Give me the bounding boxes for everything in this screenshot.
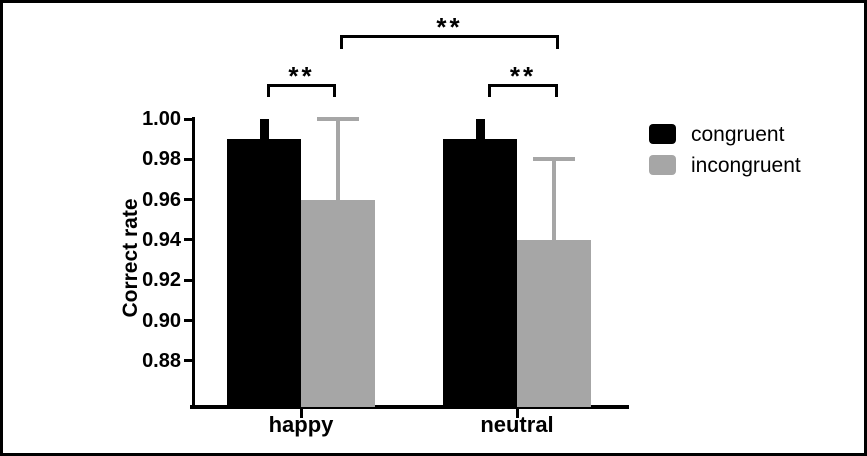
error-bar-cap-neutral-incongruent <box>533 157 575 162</box>
sig-bracket-arm-right <box>333 84 336 97</box>
x-axis-line <box>190 405 629 409</box>
error-bar-cap-happy-incongruent <box>317 117 359 121</box>
sig-bracket-arm-left <box>488 84 491 97</box>
sig-bracket-bar <box>488 84 558 87</box>
legend-item-congruent: congruent <box>649 122 801 146</box>
sig-bracket-arm-right <box>556 35 559 49</box>
bar-happy-congruent <box>227 139 301 407</box>
error-bar-neutral-incongruent <box>552 159 556 240</box>
y-axis-line <box>192 117 195 409</box>
y-tick-label: 0.90 <box>142 309 181 332</box>
error-bar-happy-incongruent <box>336 119 340 200</box>
y-tick-mark <box>184 319 192 322</box>
sig-stars: ** <box>288 61 315 91</box>
sig-bracket-bar <box>267 84 336 87</box>
legend-swatch-congruent <box>649 124 676 144</box>
y-tick-mark <box>184 157 192 161</box>
y-tick-mark <box>184 117 192 121</box>
y-tick-mark <box>184 238 192 242</box>
y-tick-label: 0.94 <box>142 228 181 251</box>
sig-bracket-arm-left <box>267 84 270 97</box>
legend-item-incongruent: incongruent <box>649 153 801 177</box>
legend-label-incongruent: incongruent <box>691 153 801 177</box>
y-tick-mark <box>184 198 192 202</box>
y-tick-label: 1.00 <box>142 108 181 130</box>
sig-stars: ** <box>436 12 463 42</box>
y-axis-title: Correct rate <box>119 198 142 318</box>
bar-neutral-congruent <box>443 139 517 407</box>
y-tick-label: 0.92 <box>142 269 181 292</box>
legend-swatch-incongruent <box>649 155 676 175</box>
sig-bracket-arm-left <box>340 35 343 49</box>
x-tick-mark <box>299 409 303 418</box>
y-tick-mark <box>184 359 192 363</box>
sig-stars: ** <box>509 61 537 91</box>
x-category-label: neutral <box>480 412 554 437</box>
sig-bracket-arm-right <box>555 84 558 97</box>
legend: congruent incongruent <box>649 124 801 186</box>
y-tick-label: 0.98 <box>142 148 181 171</box>
sig-bracket-bar <box>340 35 559 38</box>
y-tick-label: 0.88 <box>142 349 181 372</box>
legend-label-congruent: congruent <box>691 122 785 146</box>
bar-neutral-incongruent <box>517 239 591 407</box>
error-bar-happy-congruent <box>259 119 269 142</box>
x-category-label: happy <box>268 412 334 437</box>
error-bar-neutral-congruent <box>475 119 485 142</box>
y-tick-mark <box>184 278 192 282</box>
y-tick-label: 0.96 <box>142 188 181 211</box>
x-tick-mark <box>515 409 519 418</box>
bar-happy-incongruent <box>301 199 375 407</box>
